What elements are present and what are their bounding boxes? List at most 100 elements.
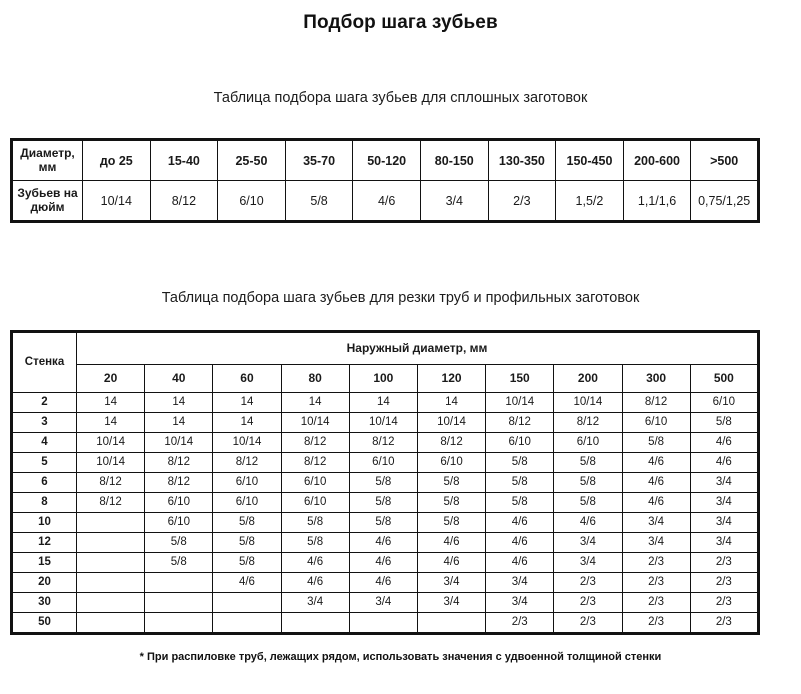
tube-column-header-7: 200 xyxy=(553,364,623,393)
solid-value-7: 1,5/2 xyxy=(555,180,624,222)
tube-cell: 3/4 xyxy=(689,532,760,553)
tube-cell: 5/8 xyxy=(280,512,350,533)
tube-column-header-1: 40 xyxy=(144,364,214,393)
tube-cell: 5/8 xyxy=(416,492,487,513)
table-row: 6 8/12 8/12 6/10 6/10 5/8 5/8 5/8 5/8 4/… xyxy=(11,472,760,493)
tube-cell: 8/12 xyxy=(485,412,555,433)
tube-table-body: Стенка Наружный диаметр, мм 20 40 60 80 … xyxy=(11,331,760,634)
tube-cell: 5/8 xyxy=(416,472,487,493)
row-header-diameter-line1: Диаметр, xyxy=(20,145,75,160)
tube-cell: 3/4 xyxy=(553,532,623,553)
tube-cell: 2/3 xyxy=(621,552,691,573)
tube-cell: 4/6 xyxy=(485,552,555,573)
row-header-wall: 30 xyxy=(11,592,77,613)
tube-cell: 8/12 xyxy=(212,452,282,473)
solid-value-4: 4/6 xyxy=(352,180,421,222)
tube-table-caption: Таблица подбора шага зубьев для резки тр… xyxy=(161,290,640,306)
tube-cell: 10/14 xyxy=(280,412,350,433)
tube-cell: 5/8 xyxy=(689,412,760,433)
tube-cell: 5/8 xyxy=(348,492,418,513)
tube-cell: 14 xyxy=(144,412,214,433)
solid-table-caption: Таблица подбора шага зубьев для сплошных… xyxy=(213,90,588,106)
tube-cell: 6/10 xyxy=(144,512,214,533)
solid-table-body: Диаметр, мм до 25 15-40 25-50 35-70 50-1… xyxy=(11,139,759,222)
table-row: 8 8/12 6/10 6/10 6/10 5/8 5/8 5/8 5/8 4/… xyxy=(11,492,760,513)
tube-cell: 2/3 xyxy=(621,612,691,634)
tube-cell: 5/8 xyxy=(553,452,623,473)
tube-column-header-3: 80 xyxy=(280,364,350,393)
solid-value-8: 1,1/1,6 xyxy=(622,180,692,222)
column-header-1: 15-40 xyxy=(149,139,219,181)
tube-cell: 10/14 xyxy=(485,392,555,413)
group-header-outer-diameter: Наружный диаметр, мм xyxy=(76,331,759,365)
tube-cell: 4/6 xyxy=(621,452,691,473)
tube-cell: 5/8 xyxy=(144,552,214,573)
tube-cell: 5/8 xyxy=(212,512,282,533)
tube-column-header-9: 500 xyxy=(689,364,760,393)
tube-cell: 4/6 xyxy=(416,532,487,553)
tube-cell xyxy=(348,612,418,634)
tube-cell: 3/4 xyxy=(348,592,418,613)
tube-cell: 2/3 xyxy=(621,572,691,593)
tube-cell: 8/12 xyxy=(144,452,214,473)
tube-cell: 14 xyxy=(144,392,214,413)
tube-cell: 3/4 xyxy=(621,512,691,533)
tube-cell: 10/14 xyxy=(75,432,146,453)
tube-cell: 8/12 xyxy=(416,432,487,453)
tube-cell: 2/3 xyxy=(689,552,760,573)
column-header-9: >500 xyxy=(690,139,759,181)
tube-cell: 3/4 xyxy=(280,592,350,613)
column-header-6: 130-350 xyxy=(487,139,557,181)
tube-cell: 3/4 xyxy=(416,572,487,593)
tube-cell: 6/10 xyxy=(144,492,214,513)
tube-cell: 4/6 xyxy=(553,512,623,533)
tube-cell: 8/12 xyxy=(75,492,146,513)
table-row: 15 5/8 5/8 4/6 4/6 4/6 4/6 3/4 2/3 2/3 xyxy=(11,552,760,573)
table-row: 4 10/14 10/14 10/14 8/12 8/12 8/12 6/10 … xyxy=(11,432,760,453)
footnote-marker: * xyxy=(139,651,144,663)
tube-cell xyxy=(75,512,146,533)
tube-cell: 3/4 xyxy=(689,512,760,533)
tube-cell: 5/8 xyxy=(553,472,623,493)
tube-cell: 5/8 xyxy=(621,432,691,453)
tube-cell: 6/10 xyxy=(280,492,350,513)
row-header-wall: 15 xyxy=(11,552,77,573)
tube-cell: 2/3 xyxy=(553,572,623,593)
tube-cell: 5/8 xyxy=(485,472,555,493)
tube-column-header-4: 100 xyxy=(348,364,418,393)
tube-cell: 6/10 xyxy=(212,492,282,513)
tube-cell: 4/6 xyxy=(212,572,282,593)
tube-cell: 5/8 xyxy=(348,472,418,493)
row-header-tpi-line2: дюйм xyxy=(30,199,65,214)
solid-value-3: 5/8 xyxy=(284,180,354,222)
row-header-wall: 6 xyxy=(11,472,77,493)
tube-cell xyxy=(416,612,487,634)
table-header-columns-row: 20 40 60 80 100 120 150 200 300 500 xyxy=(12,364,760,393)
row-header-diameter-line2: мм xyxy=(38,159,57,174)
tube-cell xyxy=(212,592,282,613)
tube-cell: 4/6 xyxy=(485,532,555,553)
tube-cell: 14 xyxy=(348,392,418,413)
row-header-wall: 4 xyxy=(11,432,77,453)
tube-column-header-6: 150 xyxy=(485,364,555,393)
tube-cell: 2/3 xyxy=(553,592,623,613)
tube-cell: 4/6 xyxy=(348,532,418,553)
tube-cell: 8/12 xyxy=(348,432,418,453)
tube-column-header-8: 300 xyxy=(621,364,691,393)
tube-cell: 6/10 xyxy=(621,412,691,433)
tube-cell: 2/3 xyxy=(485,612,555,634)
tube-column-header-2: 60 xyxy=(212,364,282,393)
tube-cell: 14 xyxy=(416,392,487,413)
tube-cell: 6/10 xyxy=(212,472,282,493)
tube-cell: 14 xyxy=(75,392,146,413)
tube-cell: 4/6 xyxy=(689,432,760,453)
tube-cell: 3/4 xyxy=(689,472,760,493)
column-header-0: до 25 xyxy=(82,139,151,181)
column-header-8: 200-600 xyxy=(622,139,692,181)
row-header-wall: 3 xyxy=(11,412,77,433)
tube-cell: 3/4 xyxy=(553,552,623,573)
tube-cell xyxy=(75,612,146,634)
tube-cell: 2/3 xyxy=(689,592,760,613)
tube-cell xyxy=(75,532,146,553)
tube-cell: 2/3 xyxy=(689,612,760,634)
